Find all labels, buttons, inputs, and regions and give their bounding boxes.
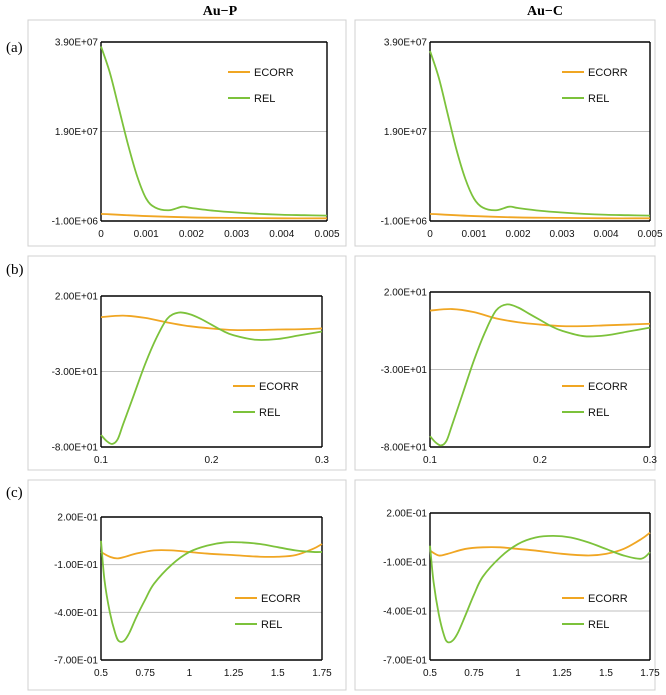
legend-label-ecorr: ECORR	[588, 381, 628, 393]
y-tick-label: -8.00E+01	[381, 443, 428, 454]
chart-panel-3: 2.00E+01 -3.00E+01 -8.00E+010.1 0.2 0.3 ECORR…	[27, 255, 347, 471]
series-line-ecorr	[429, 212, 651, 220]
x-tick-label: 0.004	[593, 229, 618, 240]
x-tick-label: 0.001	[134, 229, 159, 240]
column-title-left: Au−P	[203, 4, 238, 19]
y-tick-label: -3.00E+01	[52, 367, 99, 378]
chart-panel-2: 3.90E+07 1.90E+07 -1.00E+060 0.001 0.002 0.00…	[354, 19, 663, 247]
x-tick-label: 0.005	[637, 229, 662, 240]
x-tick-label: 1.5	[271, 668, 285, 679]
x-tick-label: 0.3	[643, 455, 657, 466]
y-tick-label: 2.00E-01	[57, 513, 98, 524]
x-tick-label: 0.002	[505, 229, 530, 240]
y-tick-label: -4.00E-01	[383, 607, 427, 618]
row-label-b: (b)	[6, 262, 24, 278]
series-line-rel	[429, 534, 651, 644]
legend-label-ecorr: ECORR	[588, 67, 628, 79]
panel-frame	[27, 255, 347, 471]
legend-label-rel: REL	[254, 93, 275, 105]
x-tick-label: 1	[187, 668, 193, 679]
x-tick-label: 0.5	[94, 668, 108, 679]
series-line-ecorr	[100, 543, 323, 560]
x-tick-label: 0	[98, 229, 104, 240]
x-tick-label: 1.75	[640, 668, 660, 679]
x-tick-label: 1.25	[224, 668, 244, 679]
legend-label-ecorr: ECORR	[254, 67, 294, 79]
series-line-rel	[429, 50, 651, 217]
series-line-rel	[100, 311, 323, 445]
y-tick-label: 2.00E+01	[55, 292, 99, 303]
legend-label-rel: REL	[261, 619, 282, 631]
x-tick-label: 0.003	[224, 229, 249, 240]
legend-label-rel: REL	[259, 407, 280, 419]
y-tick-label: -7.00E-01	[383, 656, 427, 667]
x-tick-label: 0.2	[205, 455, 219, 466]
chart-panel-5: 2.00E-01 -1.00E-01 -4.00E-01 -7.00E-010.5 0.…	[27, 479, 347, 691]
chart-panel-1: 3.90E+07 1.90E+07 -1.00E+060 0.001 0.002 0.00…	[27, 19, 347, 247]
x-tick-label: 1.25	[552, 668, 572, 679]
series-line-rel	[100, 540, 323, 643]
y-tick-label: -1.00E-01	[383, 558, 427, 569]
y-tick-label: -7.00E-01	[54, 656, 98, 667]
y-tick-label: -1.00E+06	[52, 217, 99, 228]
series-line-ecorr	[100, 212, 328, 220]
series-line-ecorr	[429, 531, 651, 557]
row-label-c: (c)	[6, 485, 23, 501]
y-tick-label: -3.00E+01	[381, 365, 428, 376]
panel-frame	[27, 479, 347, 691]
y-tick-label: 1.90E+07	[55, 127, 99, 138]
legend-label-rel: REL	[588, 407, 609, 419]
series-line-rel	[100, 46, 328, 217]
y-tick-label: 2.00E+01	[384, 288, 428, 299]
x-tick-label: 1	[515, 668, 521, 679]
x-tick-label: 0.003	[549, 229, 574, 240]
x-tick-label: 0.2	[533, 455, 547, 466]
chart-panel-4: 2.00E+01 -3.00E+01 -8.00E+010.1 0.2 0.3 ECORR…	[354, 255, 657, 471]
series-line-ecorr	[429, 308, 651, 328]
x-tick-label: 0.002	[179, 229, 204, 240]
legend-label-ecorr: ECORR	[588, 593, 628, 605]
x-tick-label: 0.004	[269, 229, 294, 240]
y-tick-label: -4.00E-01	[54, 608, 98, 619]
x-tick-label: 0.75	[464, 668, 484, 679]
y-tick-label: -1.00E+06	[381, 217, 428, 228]
legend-label-rel: REL	[588, 619, 609, 631]
x-tick-label: 0.75	[135, 668, 155, 679]
column-title-right: Au−C	[527, 4, 563, 19]
panel-frame	[354, 479, 656, 691]
y-tick-label: 3.90E+07	[384, 38, 428, 49]
x-tick-label: 0	[427, 229, 433, 240]
x-tick-label: 0.1	[94, 455, 108, 466]
panel-frame	[27, 19, 347, 247]
y-tick-label: 2.00E-01	[386, 509, 427, 520]
legend-label-rel: REL	[588, 93, 609, 105]
y-tick-label: -8.00E+01	[52, 443, 99, 454]
y-tick-label: 3.90E+07	[55, 38, 99, 49]
legend-label-ecorr: ECORR	[261, 593, 301, 605]
y-tick-label: 1.90E+07	[384, 127, 428, 138]
series-line-rel	[429, 303, 651, 447]
legend-label-ecorr: ECORR	[259, 381, 299, 393]
series-line-ecorr	[100, 314, 323, 332]
x-tick-label: 1.5	[599, 668, 613, 679]
x-tick-label: 0.3	[315, 455, 329, 466]
chart-panel-6: 2.00E-01 -1.00E-01 -4.00E-01 -7.00E-010.5 0.…	[354, 479, 660, 691]
row-label-a: (a)	[6, 40, 23, 56]
x-tick-label: 0.1	[423, 455, 437, 466]
x-tick-label: 0.005	[314, 229, 339, 240]
x-tick-label: 0.5	[423, 668, 437, 679]
x-tick-label: 0.001	[461, 229, 486, 240]
x-tick-label: 1.75	[312, 668, 332, 679]
y-tick-label: -1.00E-01	[54, 560, 98, 571]
